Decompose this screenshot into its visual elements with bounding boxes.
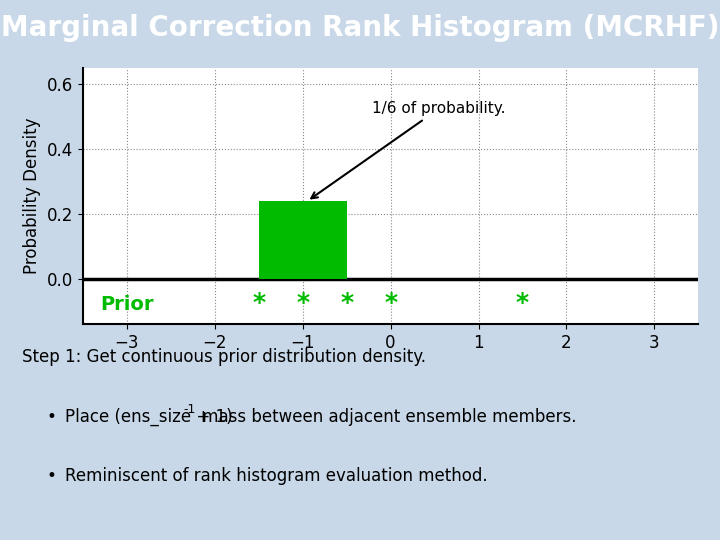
Text: Reminiscent of rank histogram evaluation method.: Reminiscent of rank histogram evaluation… xyxy=(65,467,487,485)
Text: *: * xyxy=(516,291,529,315)
Bar xyxy=(258,201,346,279)
Text: -1: -1 xyxy=(184,403,196,416)
Text: *: * xyxy=(384,291,397,315)
Text: Prior: Prior xyxy=(100,295,154,314)
Text: *: * xyxy=(296,291,309,315)
Text: mass between adjacent ensemble members.: mass between adjacent ensemble members. xyxy=(197,408,576,426)
Text: Place (ens_size + 1): Place (ens_size + 1) xyxy=(65,408,233,426)
Text: *: * xyxy=(340,291,354,315)
Text: Step 1: Get continuous prior distribution density.: Step 1: Get continuous prior distributio… xyxy=(22,348,426,366)
Text: 1/6 of probability.: 1/6 of probability. xyxy=(311,101,505,198)
Text: •: • xyxy=(47,408,57,426)
Text: Marginal Correction Rank Histogram (MCRHF): Marginal Correction Rank Histogram (MCRH… xyxy=(1,15,719,42)
Text: *: * xyxy=(252,291,265,315)
Text: •: • xyxy=(47,467,57,485)
Y-axis label: Probability Density: Probability Density xyxy=(23,118,41,274)
